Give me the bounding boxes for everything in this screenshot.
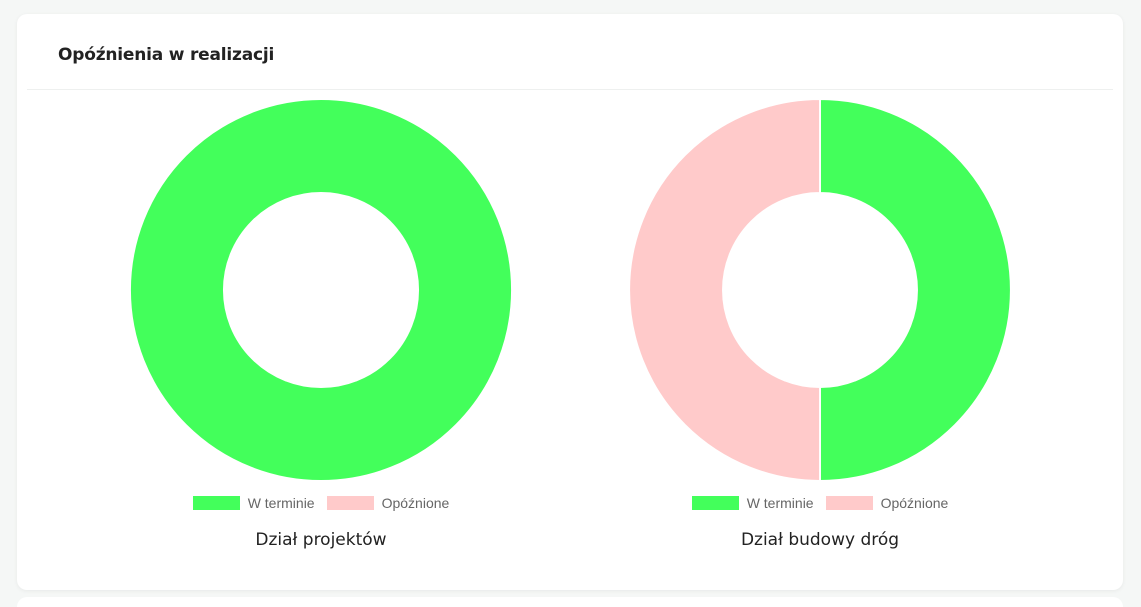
legend-item-on-time[interactable]: W terminie: [691, 495, 814, 511]
legend-swatch: [192, 496, 240, 510]
chart-title: Dział budowy dróg: [740, 530, 900, 550]
legend-item-on-time[interactable]: W terminie: [192, 495, 315, 511]
chart-title: Dział projektów: [255, 530, 387, 550]
legend-swatch: [691, 496, 739, 510]
donut-slice-on-time[interactable]: [129, 97, 513, 483]
chart-dzial-projektow: W terminie Opóźnione Dział projektów: [121, 0, 521, 603]
legend-label: W terminie: [247, 495, 315, 511]
chart-legend: W terminie Opóźnione: [620, 495, 1020, 511]
donut-chart-svg: [129, 97, 513, 483]
legend-item-delayed[interactable]: Opóźnione: [326, 495, 450, 511]
donut-chart-svg: [628, 97, 1012, 483]
legend-label: Opóźnione: [880, 495, 949, 511]
donut-slice-on-time[interactable]: [819, 97, 1012, 483]
chart-legend: W terminie Opóźnione: [121, 495, 521, 511]
legend-label: W terminie: [746, 495, 814, 511]
next-card-edge: [17, 597, 1123, 607]
legend-item-delayed[interactable]: Opóźnione: [825, 495, 949, 511]
legend-swatch: [326, 496, 374, 510]
card-header: Opóźnienia w realizacji: [27, 14, 1113, 90]
legend-swatch: [825, 496, 873, 510]
chart-dzial-budowy-drog: W terminie Opóźnione Dział budowy dróg: [620, 0, 1020, 603]
card-title: Opóźnienia w realizacji: [58, 45, 275, 65]
legend-label: Opóźnione: [381, 495, 450, 511]
donut-slice-delayed[interactable]: [628, 97, 821, 483]
